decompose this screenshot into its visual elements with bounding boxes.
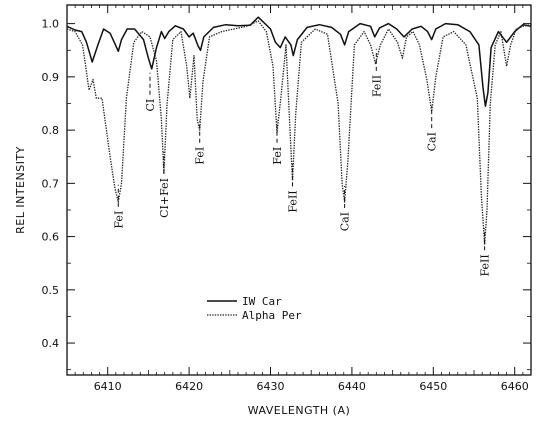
x-axis-title: WAVELENGTH (A) [248,404,351,417]
y-tick-label: 0.9 [42,71,60,84]
line-annotation: CI+FeI [158,152,171,218]
x-tick-label: 6410 [94,380,122,393]
plot-frame [66,4,532,376]
line-annotation: CaI [339,185,352,231]
line-annotation: FeII [287,164,300,213]
y-tick-label: 1.0 [42,18,60,31]
legend-label: IW Car [242,295,282,308]
line-annotation: CI [144,72,157,112]
x-tick-label: 6420 [175,380,203,393]
x-tick-label: 6460 [501,380,529,393]
line-annotation: CaI [426,106,439,151]
x-tick-label: 6440 [338,380,366,393]
line-annotation: FeI [194,120,207,165]
line-label: FeII [479,254,492,276]
line-label: FeII [287,190,300,212]
x-tick-label: 6430 [257,380,285,393]
series-layer [66,16,532,246]
line-annotation: FeI [271,120,284,165]
line-annotation: FeII [479,228,492,277]
line-label: FeI [194,147,207,165]
y-tick-label: 0.8 [42,124,60,137]
line-annotation: FeI [112,184,125,229]
line-label: CI+FeI [158,178,171,218]
y-tick-label: 0.6 [42,231,60,244]
annotation-layer: FeI CI CI+FeI FeI FeI FeII CaI FeII CaI FeII [112,48,492,277]
line-label: CaI [426,132,439,151]
line-label: CaI [339,212,352,231]
y-tick-label: 0.5 [42,284,60,297]
y-tick-label: 0.7 [42,177,60,190]
line-label: FeI [271,147,284,165]
line-label: FeII [370,75,383,97]
y-axis-title: REL INTENSITY [14,146,27,234]
legend-label: Alpha Per [242,309,302,322]
x-tick-label: 6450 [419,380,447,393]
series-line-alpha-per [66,20,532,246]
line-label: CI [144,99,157,112]
line-annotation: FeII [370,48,383,97]
line-label: FeI [112,211,125,229]
y-tick-label: 0.4 [42,337,60,350]
chart-axes: 6410 6420 6430 6440 6450 6460 0.4 0.5 0.6 0.7 0.8 0… [42,4,532,393]
series-line-iw-car [66,16,532,107]
